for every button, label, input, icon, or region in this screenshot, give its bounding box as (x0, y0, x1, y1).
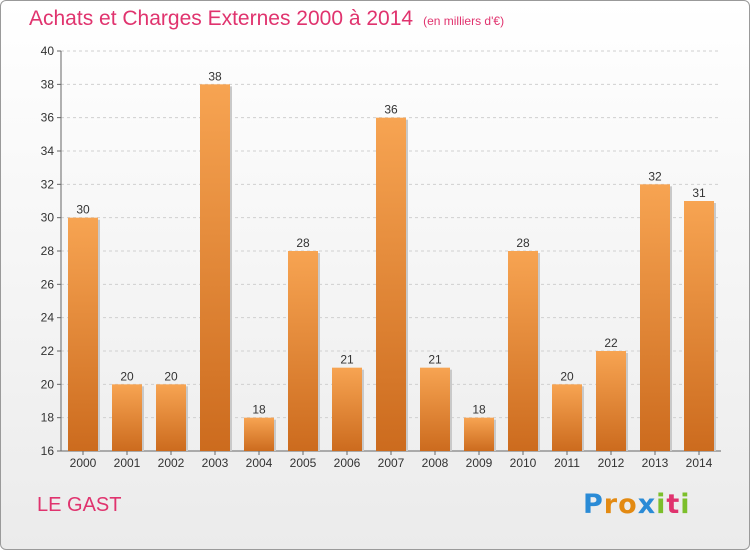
data-label: 28 (516, 236, 530, 250)
bar (112, 384, 142, 451)
bar (596, 351, 626, 451)
bar (640, 184, 670, 452)
y-tick-label: 32 (41, 177, 55, 191)
data-label: 28 (296, 236, 310, 250)
y-tick-label: 38 (41, 77, 55, 91)
bar (156, 384, 186, 451)
y-tick-label: 34 (41, 144, 55, 158)
x-tick-label: 2014 (686, 456, 713, 470)
x-tick-label: 2002 (158, 456, 185, 470)
y-tick-label: 18 (41, 411, 55, 425)
x-tick-label: 2009 (466, 456, 493, 470)
bar (464, 417, 494, 451)
x-tick-label: 2012 (598, 456, 625, 470)
data-label: 20 (560, 369, 574, 383)
logo-letter: P (583, 489, 604, 520)
data-label: 18 (252, 403, 266, 417)
data-label: 31 (692, 186, 706, 200)
x-tick-label: 2010 (510, 456, 537, 470)
logo-letter: x (637, 489, 657, 520)
chart-title: Achats et Charges Externes 2000 à 2014 (e… (29, 7, 504, 31)
proxiti-logo: Proxiti (583, 489, 691, 520)
bar (288, 251, 318, 451)
x-tick-label: 2008 (422, 456, 449, 470)
x-tick-label: 2004 (246, 456, 273, 470)
logo-letter: r (603, 489, 619, 520)
commune-name: LE GAST (37, 494, 122, 516)
data-label: 20 (164, 369, 178, 383)
data-label: 32 (648, 169, 662, 183)
bar (684, 201, 714, 451)
y-tick-label: 36 (41, 111, 55, 125)
y-tick-label: 16 (41, 444, 55, 458)
data-label: 21 (428, 353, 442, 367)
logo-letter: t (666, 489, 681, 520)
bar (552, 384, 582, 451)
data-label: 21 (340, 353, 354, 367)
logo-letter: o (618, 489, 638, 520)
x-tick-label: 2007 (378, 456, 405, 470)
y-tick-label: 28 (41, 244, 55, 258)
bar (68, 217, 98, 451)
data-label: 22 (604, 336, 618, 350)
bar (332, 367, 362, 451)
title-unit: (en milliers d'€) (423, 14, 505, 28)
x-tick-label: 2011 (554, 456, 580, 470)
y-tick-label: 22 (41, 344, 55, 358)
y-tick-label: 40 (41, 44, 55, 58)
x-tick-label: 2006 (334, 456, 361, 470)
x-tick-label: 2000 (70, 456, 97, 470)
x-tick-label: 2005 (290, 456, 317, 470)
logo-letter: i (680, 489, 691, 520)
bar (508, 251, 538, 451)
data-label: 30 (76, 203, 90, 217)
bar (200, 84, 230, 451)
title-text: Achats et Charges Externes 2000 à 2014 (29, 7, 414, 30)
bar (244, 417, 274, 451)
y-tick-label: 30 (41, 211, 55, 225)
y-tick-label: 26 (41, 277, 55, 291)
bar (420, 367, 450, 451)
x-tick-label: 2001 (114, 456, 141, 470)
x-tick-label: 2003 (202, 456, 229, 470)
y-tick-label: 24 (41, 311, 55, 325)
x-tick-label: 2013 (642, 456, 669, 470)
bar (376, 117, 406, 452)
data-label: 18 (472, 403, 486, 417)
data-label: 38 (208, 69, 222, 83)
y-tick-label: 20 (41, 377, 55, 391)
logo-letter: i (656, 489, 667, 520)
data-label: 20 (120, 369, 134, 383)
data-label: 36 (384, 103, 398, 117)
